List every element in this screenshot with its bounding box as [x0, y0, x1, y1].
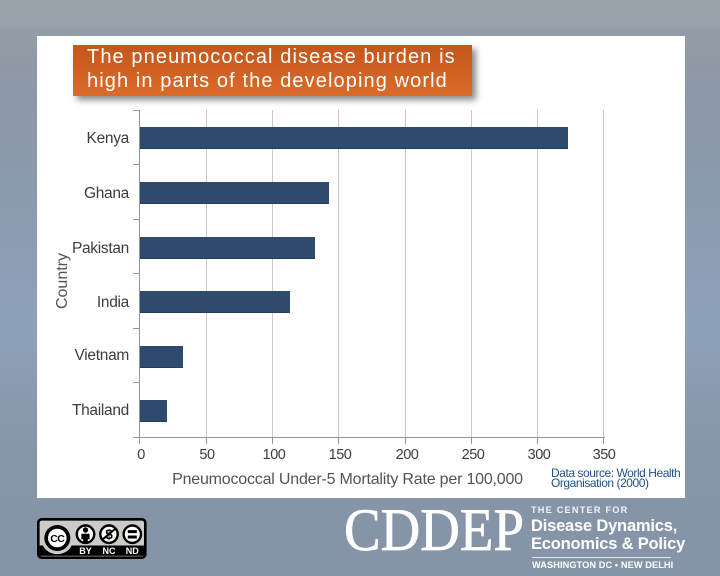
svg-text:CC: CC — [50, 533, 65, 545]
svg-text:BY: BY — [79, 546, 92, 556]
svg-text:CDDEP: CDDEP — [344, 505, 524, 555]
svg-text:NC: NC — [103, 546, 116, 556]
svg-text:ND: ND — [126, 546, 139, 556]
